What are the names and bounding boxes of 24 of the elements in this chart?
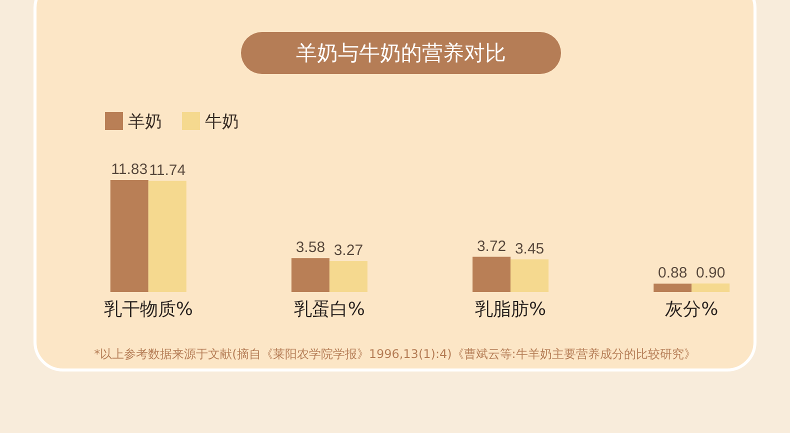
bar	[110, 180, 148, 292]
bar	[510, 259, 549, 292]
bar	[654, 284, 692, 292]
legend-label: 牛奶	[205, 112, 239, 132]
x-tick-label: 乳脂肪%	[474, 299, 546, 320]
data-label: 3.58	[296, 239, 326, 256]
bar	[472, 256, 511, 292]
bar	[148, 180, 186, 292]
bar	[329, 261, 368, 292]
bar	[692, 283, 730, 292]
data-label: 3.45	[514, 240, 544, 258]
x-tick-label: 乳干物质%	[104, 299, 193, 320]
bar	[291, 258, 330, 292]
data-label: 0.90	[696, 264, 726, 282]
x-tick-label: 乳蛋白%	[294, 299, 366, 320]
data-label: 0.88	[658, 264, 688, 282]
data-label: 3.27	[334, 242, 364, 260]
data-label: 11.74	[149, 162, 186, 179]
legend-label: 羊奶	[128, 112, 162, 132]
text: *以上参考数据来源于文献(摘自《莱阳农学院学报》1996,13(1):4)《曹斌云等:牛羊奶主要营养成分的比较研究》	[94, 347, 696, 361]
chart-title: 羊奶与牛奶的营养对比	[296, 41, 506, 65]
data-label: 3.72	[476, 238, 506, 255]
x-tick-label: 灰分%	[665, 299, 718, 320]
data-label: 11.83	[111, 161, 148, 178]
